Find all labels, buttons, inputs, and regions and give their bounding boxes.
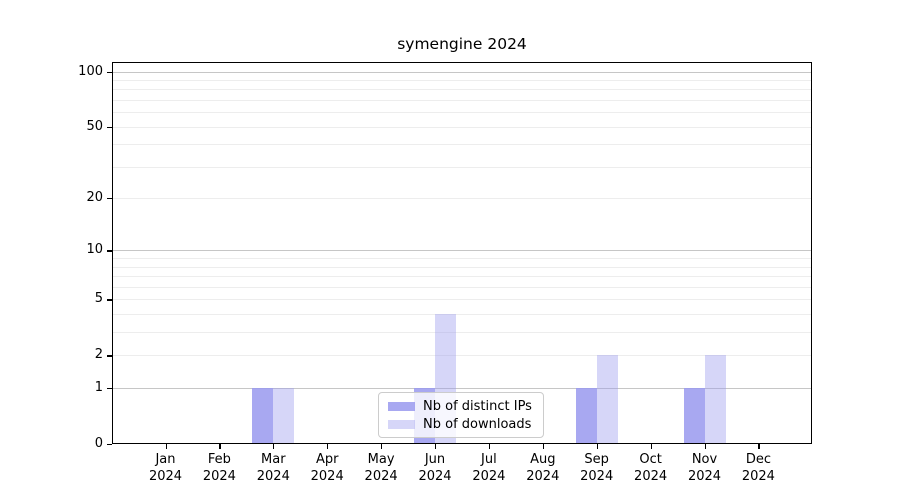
bar-downloads-mar — [273, 388, 295, 444]
bar-downloads-nov — [704, 355, 726, 444]
bar-distinct-ips-sep — [575, 388, 597, 444]
x-tick-label: May 2024 — [364, 452, 398, 484]
x-tick-mark — [327, 444, 329, 449]
x-tick-label: Sep 2024 — [580, 452, 614, 484]
gridline-minor — [112, 198, 812, 200]
y-tick-mark — [107, 299, 112, 301]
x-tick-mark — [381, 444, 383, 449]
legend-swatch-downloads — [388, 419, 415, 429]
gridline-minor — [112, 144, 812, 146]
legend-swatch-distinct-ips — [388, 401, 415, 411]
plot-area — [112, 62, 812, 444]
gridline-minor — [112, 286, 812, 288]
y-tick-mark — [107, 250, 112, 252]
legend-item-distinct-ips: Nb of distinct IPs — [388, 399, 543, 414]
gridline-minor — [112, 276, 812, 278]
y-tick-mark — [107, 71, 112, 73]
x-tick-mark — [165, 444, 167, 449]
bar-distinct-ips-mar — [252, 388, 274, 444]
x-tick-label: Jun 2024 — [418, 452, 452, 484]
gridline-minor — [112, 299, 812, 301]
plot-background — [112, 62, 812, 444]
gridline-minor — [112, 332, 812, 334]
x-tick-label: Apr 2024 — [310, 452, 344, 484]
gridline-major — [112, 250, 812, 252]
y-tick-label: 100 — [78, 63, 103, 79]
bar-downloads-sep — [596, 355, 618, 444]
x-tick-mark — [219, 444, 221, 449]
x-tick-mark — [273, 444, 275, 449]
x-tick-mark — [650, 444, 652, 449]
y-tick-label: 20 — [86, 190, 103, 206]
chart-title: symengine 2024 — [397, 35, 527, 53]
y-tick-label: 10 — [86, 242, 103, 258]
y-tick-label: 2 — [94, 347, 103, 363]
y-tick-mark — [107, 126, 112, 128]
gridline-major — [112, 71, 812, 73]
x-tick-label: Aug 2024 — [526, 452, 560, 484]
y-tick-mark — [107, 444, 112, 446]
y-tick-mark — [107, 388, 112, 390]
gridline-major — [112, 388, 812, 390]
gridline-minor — [112, 355, 812, 357]
legend: Nb of distinct IPs Nb of downloads — [378, 392, 544, 438]
y-tick-label: 50 — [86, 118, 103, 134]
y-tick-label: 5 — [94, 291, 103, 307]
x-tick-mark — [704, 444, 706, 449]
gridline-minor — [112, 266, 812, 268]
x-tick-label: Oct 2024 — [634, 452, 668, 484]
gridline-minor — [112, 79, 812, 81]
x-tick-mark — [488, 444, 491, 449]
legend-label-distinct-ips: Nb of distinct IPs — [423, 398, 532, 414]
y-tick-label: 1 — [94, 380, 103, 396]
x-tick-label: Dec 2024 — [741, 452, 775, 484]
gridline-minor — [112, 166, 812, 168]
gridline-minor — [112, 100, 812, 101]
x-tick-label: Mar 2024 — [256, 452, 290, 484]
x-tick-label: Feb 2024 — [202, 452, 236, 484]
x-tick-mark — [542, 444, 544, 449]
gridline-minor — [112, 89, 812, 91]
y-tick-label: 0 — [94, 436, 103, 451]
x-tick-label: Jul 2024 — [472, 452, 506, 484]
x-tick-label: Jan 2024 — [148, 452, 183, 484]
x-tick-mark — [596, 444, 598, 449]
x-tick-mark — [758, 444, 760, 449]
y-tick-mark — [107, 355, 112, 357]
legend-label-downloads: Nb of downloads — [423, 416, 532, 432]
gridline-minor — [112, 126, 812, 128]
y-tick-mark — [107, 198, 112, 200]
x-tick-mark — [435, 444, 437, 449]
gridline-minor — [112, 258, 812, 260]
gridline-minor — [112, 314, 812, 316]
x-tick-label: Nov 2024 — [687, 452, 722, 484]
gridline-minor — [112, 112, 812, 114]
legend-item-downloads: Nb of downloads — [388, 417, 543, 432]
bar-distinct-ips-nov — [683, 388, 705, 444]
